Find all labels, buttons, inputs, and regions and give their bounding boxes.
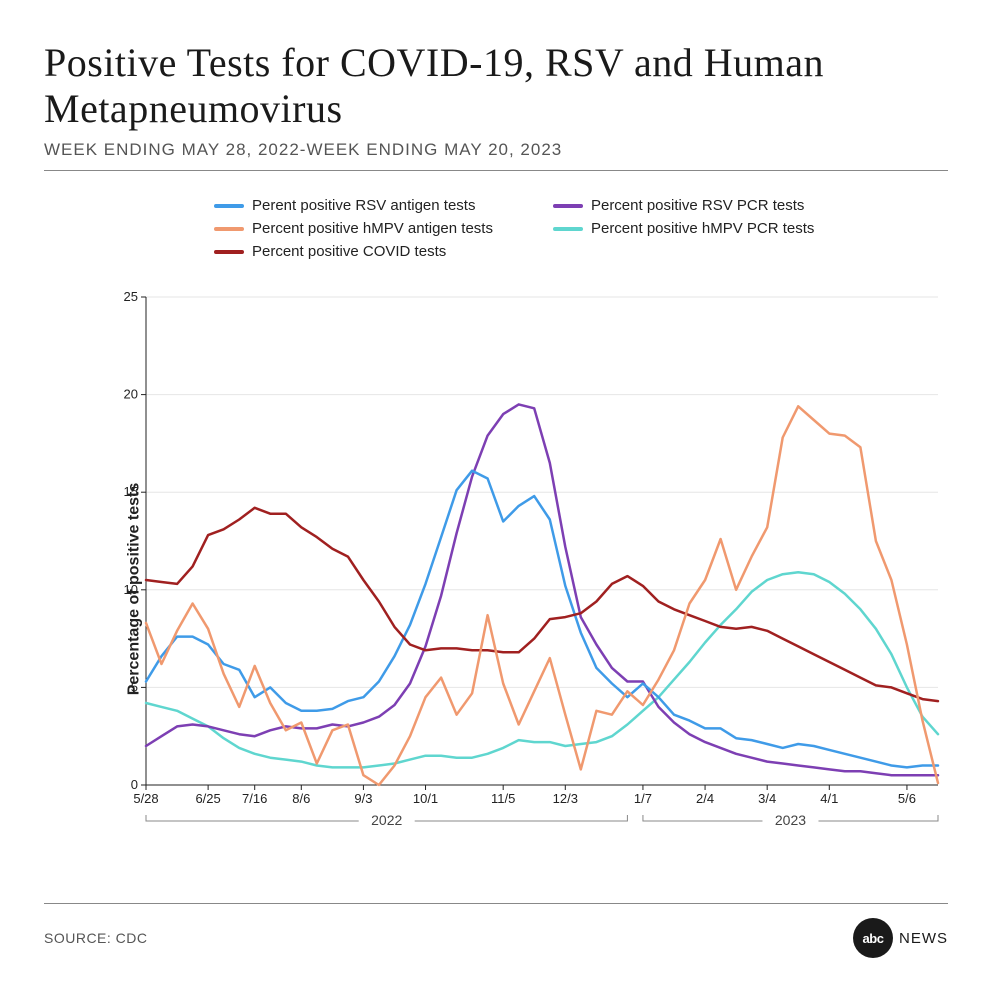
- svg-text:10: 10: [124, 582, 138, 597]
- legend-item-rsv_pcr: Percent positive RSV PCR tests: [553, 197, 814, 214]
- svg-text:4/1: 4/1: [820, 791, 838, 806]
- x-tick: 7/16: [242, 785, 267, 806]
- series-rsv_antigen: [146, 471, 938, 768]
- svg-text:5/28: 5/28: [133, 791, 158, 806]
- legend-swatch: [214, 250, 244, 254]
- legend-label: Percent positive RSV PCR tests: [591, 197, 804, 214]
- y-tick: 25: [124, 289, 146, 304]
- legend-label: Percent positive COVID tests: [252, 243, 446, 260]
- y-tick: 10: [124, 582, 146, 597]
- svg-text:15: 15: [124, 484, 138, 499]
- y-tick: 5: [131, 679, 146, 694]
- legend-swatch: [553, 227, 583, 231]
- x-tick: 8/6: [292, 785, 310, 806]
- footer: SOURCE: CDC abc NEWS: [44, 903, 948, 958]
- abc-logo-icon: abc: [853, 918, 893, 958]
- series-hmpv_pcr: [146, 572, 938, 767]
- legend-item-hmpv_antigen: Percent positive hMPV antigen tests: [214, 220, 493, 237]
- legend-item-rsv_antigen: Perent positive RSV antigen tests: [214, 197, 493, 214]
- svg-text:0: 0: [131, 777, 138, 792]
- line-chart: 0 5 10 15 20 25 5/28 6/25 7/16 8/6 9/3 10/1 11/5 12/3…: [116, 287, 948, 847]
- source-label: SOURCE: CDC: [44, 930, 148, 946]
- x-tick: 4/1: [820, 785, 838, 806]
- svg-text:5: 5: [131, 679, 138, 694]
- legend-label: Perent positive RSV antigen tests: [252, 197, 475, 214]
- legend-item-covid: Percent positive COVID tests: [214, 243, 493, 260]
- svg-text:1/7: 1/7: [634, 791, 652, 806]
- y-tick: 20: [124, 387, 146, 402]
- svg-text:2/4: 2/4: [696, 791, 714, 806]
- y-tick: 0: [131, 777, 146, 792]
- x-tick: 5/6: [898, 785, 916, 806]
- legend-label: Percent positive hMPV PCR tests: [591, 220, 814, 237]
- svg-text:5/6: 5/6: [898, 791, 916, 806]
- svg-text:9/3: 9/3: [354, 791, 372, 806]
- header-rule: [44, 170, 948, 171]
- svg-text:20: 20: [124, 387, 138, 402]
- svg-text:6/25: 6/25: [195, 791, 220, 806]
- page-title: Positive Tests for COVID-19, RSV and Hum…: [44, 40, 948, 132]
- x-tick: 1/7: [634, 785, 652, 806]
- page-subtitle: WEEK ENDING MAY 28, 2022-WEEK ENDING MAY…: [44, 140, 948, 160]
- svg-text:11/5: 11/5: [491, 791, 515, 806]
- chart-container: Perent positive RSV antigen tests Percent…: [44, 197, 948, 897]
- chart-legend: Perent positive RSV antigen tests Percent…: [214, 197, 814, 260]
- legend-swatch: [214, 204, 244, 208]
- x-tick: 3/4: [758, 785, 776, 806]
- svg-text:25: 25: [124, 289, 138, 304]
- x-tick: 2/4: [696, 785, 714, 806]
- svg-text:8/6: 8/6: [292, 791, 310, 806]
- series-hmpv_antigen: [146, 406, 938, 785]
- x-tick: 11/5: [491, 785, 515, 806]
- svg-text:10/1: 10/1: [413, 791, 438, 806]
- legend-swatch: [214, 227, 244, 231]
- legend-label: Percent positive hMPV antigen tests: [252, 220, 493, 237]
- x-tick: 12/3: [553, 785, 578, 806]
- year-label: 2023: [775, 812, 806, 828]
- year-label: 2022: [371, 812, 402, 828]
- x-tick: 10/1: [413, 785, 438, 806]
- svg-text:7/16: 7/16: [242, 791, 267, 806]
- svg-text:3/4: 3/4: [758, 791, 776, 806]
- brand-logo: abc NEWS: [853, 918, 948, 958]
- y-tick: 15: [124, 484, 146, 499]
- legend-item-hmpv_pcr: Percent positive hMPV PCR tests: [553, 220, 814, 237]
- svg-text:12/3: 12/3: [553, 791, 578, 806]
- legend-swatch: [553, 204, 583, 208]
- x-tick: 9/3: [354, 785, 372, 806]
- logo-text: NEWS: [899, 930, 948, 947]
- x-tick: 6/25: [195, 785, 220, 806]
